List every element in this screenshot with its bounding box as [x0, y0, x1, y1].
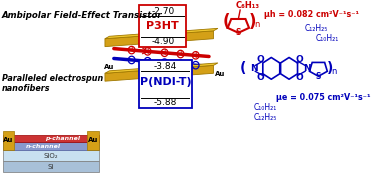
- Text: Au: Au: [104, 64, 115, 70]
- Text: +: +: [192, 51, 199, 60]
- Text: Au: Au: [215, 71, 226, 77]
- FancyBboxPatch shape: [139, 5, 186, 47]
- Text: SiO₂: SiO₂: [43, 153, 58, 159]
- Text: -3.84: -3.84: [154, 62, 177, 71]
- Text: n: n: [254, 20, 260, 29]
- Bar: [3, 142, 99, 150]
- Bar: [3, 135, 99, 142]
- Text: −: −: [144, 57, 151, 65]
- Polygon shape: [105, 63, 218, 73]
- Text: C₆H₁₃: C₆H₁₃: [235, 1, 259, 10]
- FancyBboxPatch shape: [139, 60, 192, 108]
- Text: O: O: [257, 55, 265, 64]
- Text: C₁₀H₂₁: C₁₀H₂₁: [254, 103, 277, 112]
- Text: O: O: [296, 55, 304, 64]
- Text: (: (: [240, 61, 246, 75]
- Bar: [3, 131, 14, 150]
- Text: P3HT: P3HT: [146, 21, 179, 31]
- Text: −: −: [192, 60, 199, 69]
- Text: C₁₀H₂₁: C₁₀H₂₁: [316, 34, 339, 43]
- Text: C₁₂H₂₅: C₁₂H₂₅: [254, 113, 277, 122]
- Text: P(NDI-T): P(NDI-T): [139, 77, 191, 87]
- Text: +: +: [144, 47, 151, 56]
- Text: μh = 0.082 cm²V⁻¹s⁻¹: μh = 0.082 cm²V⁻¹s⁻¹: [264, 10, 359, 19]
- Text: Au: Au: [88, 137, 98, 144]
- Text: −: −: [128, 55, 135, 64]
- Text: (: (: [222, 13, 230, 31]
- Text: S: S: [235, 28, 241, 37]
- Bar: [3, 150, 99, 161]
- Polygon shape: [105, 65, 214, 81]
- Polygon shape: [105, 31, 214, 47]
- Text: nanofibers: nanofibers: [2, 84, 50, 93]
- Text: -2.70: -2.70: [151, 7, 174, 16]
- Bar: [3, 161, 99, 172]
- Text: N: N: [250, 64, 257, 73]
- Text: O: O: [257, 73, 265, 82]
- Text: ): ): [249, 13, 256, 31]
- Polygon shape: [105, 28, 218, 39]
- Text: N: N: [303, 64, 311, 73]
- Text: +: +: [161, 48, 168, 57]
- Text: Ambipolar Field-Effect Transistor: Ambipolar Field-Effect Transistor: [2, 10, 162, 20]
- Text: ): ): [327, 61, 333, 75]
- Text: −: −: [161, 58, 168, 67]
- Text: O: O: [296, 73, 304, 82]
- Text: S: S: [316, 72, 321, 81]
- Text: -5.88: -5.88: [154, 98, 177, 107]
- Text: n: n: [332, 67, 337, 76]
- Text: μe = 0.075 cm²V⁻¹s⁻¹: μe = 0.075 cm²V⁻¹s⁻¹: [276, 93, 370, 103]
- Text: C₁₂H₂₅: C₁₂H₂₅: [305, 24, 328, 33]
- Text: +: +: [129, 45, 135, 54]
- Text: p-channel: p-channel: [45, 136, 80, 141]
- Text: Au: Au: [3, 137, 14, 144]
- Text: n-channel: n-channel: [25, 144, 60, 149]
- Text: Si: Si: [48, 164, 54, 170]
- Text: -4.90: -4.90: [151, 37, 174, 46]
- Bar: [87, 131, 99, 150]
- Text: −: −: [177, 59, 184, 68]
- Text: +: +: [177, 49, 184, 58]
- Text: Paralleled electrospun: Paralleled electrospun: [2, 74, 103, 83]
